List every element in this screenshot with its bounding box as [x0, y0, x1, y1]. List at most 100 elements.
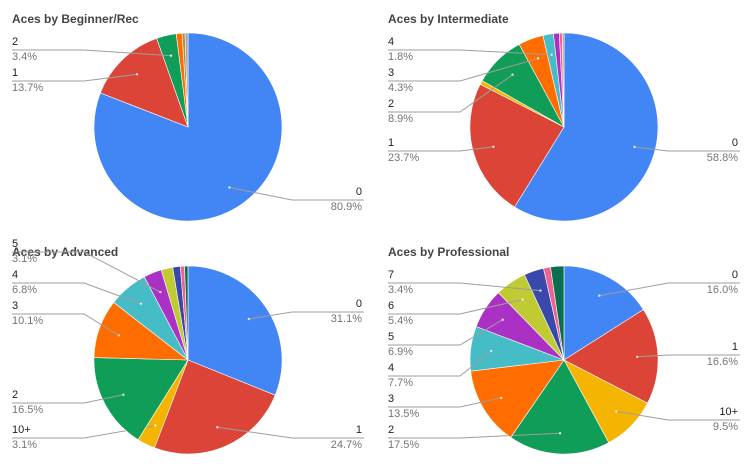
slice-label-name: 1	[356, 424, 362, 436]
slice-label-percent: 17.5%	[388, 439, 419, 451]
label-anchor-dot	[598, 294, 601, 297]
slice-label-percent: 1.8%	[388, 51, 413, 63]
label-anchor-dot	[117, 334, 121, 337]
slice-label-percent: 3.1%	[12, 439, 37, 451]
slice-label-name: 5	[388, 331, 394, 343]
slice-label-name: 1	[732, 341, 738, 353]
slice-label-name: 6	[388, 300, 394, 312]
label-leader-line	[599, 282, 740, 297]
label-anchor-dot	[500, 396, 503, 400]
label-leader-line	[12, 394, 124, 404]
slice-label-name: 10+	[12, 424, 31, 436]
slice-label-percent: 6.8%	[12, 284, 37, 296]
slice-label-percent: 10.1%	[12, 315, 43, 327]
pie-slice-0	[514, 32, 659, 222]
label-leader-line	[12, 49, 172, 57]
slice-label-name: 2	[12, 389, 18, 401]
label-anchor-dot	[539, 289, 542, 292]
pie-slice-0	[563, 265, 644, 361]
label-anchor-dot	[511, 73, 514, 76]
label-leader-line	[388, 350, 492, 377]
pie-slice-2	[93, 357, 189, 441]
label-leader-line	[388, 57, 539, 82]
slice-label-percent: 6.9%	[388, 346, 413, 358]
slice-label-percent: 16.0%	[707, 284, 738, 296]
slice-label-percent: 7.7%	[388, 377, 413, 389]
slice-label-name: 4	[12, 269, 18, 281]
pie-slice-0	[187, 265, 283, 396]
slice-label-percent: 13.7%	[12, 82, 43, 94]
slice-label-name: 3	[388, 393, 394, 405]
pie-chart-1: Aces by Beginner/Rec 0 80.9% 1 13.7% 2 3.4%	[12, 12, 364, 222]
slice-label-percent: 4.3%	[388, 82, 413, 94]
label-leader-line	[388, 146, 494, 152]
slice-label-percent: 5.4%	[388, 315, 413, 327]
pie-slice-5	[184, 32, 189, 128]
label-leader-line	[616, 410, 740, 421]
slice-label-name: 10+	[719, 406, 738, 418]
slice-label-percent: 16.6%	[707, 356, 738, 368]
pie-slice-7	[561, 32, 565, 128]
label-leader-line	[12, 282, 142, 305]
label-anchor-dot	[558, 432, 562, 435]
slice-label-percent: 16.5%	[12, 404, 43, 416]
slice-label-percent: 24.7%	[331, 439, 362, 451]
label-anchor-dot	[615, 410, 618, 413]
label-leader-line	[12, 313, 120, 336]
label-leader-line	[388, 299, 523, 315]
label-leader-line	[388, 74, 513, 113]
pie-slice-1	[154, 359, 276, 455]
pie-slice-1	[469, 83, 565, 208]
slice-label-name: 3	[388, 67, 394, 79]
pie-slice-9	[550, 265, 565, 361]
chart-title: Aces by Professional	[388, 245, 509, 259]
pie-chart-3: Aces by Advanced031.1%124.7%10+3.1%216.5…	[12, 238, 364, 455]
slice-label-name: 7	[388, 269, 394, 281]
pie-chart-4: Aces by Professional 0 16.0% 1 16.6% 10+ 9.5% 2…	[388, 245, 740, 455]
label-anchor-dot	[490, 349, 493, 353]
label-leader-line	[388, 397, 502, 408]
slice-label-name: 0	[356, 298, 362, 310]
slice-label-percent: 23.7%	[388, 152, 419, 164]
slice-label-percent: 80.9%	[331, 201, 362, 213]
pie-slice-2	[510, 359, 610, 455]
pie-slice-1	[100, 38, 189, 128]
label-anchor-dot	[139, 302, 143, 305]
label-leader-line	[248, 311, 364, 320]
slice-label-percent: 3.4%	[388, 284, 413, 296]
label-anchor-dot	[135, 73, 139, 76]
label-leader-line	[388, 49, 552, 56]
slice-label-name: 4	[388, 36, 394, 48]
label-leader-line	[388, 319, 503, 346]
chart-title: Aces by Intermediate	[388, 12, 509, 26]
slice-label-percent: 8.9%	[388, 113, 413, 125]
label-leader-line	[634, 146, 740, 152]
slice-label-name: 3	[12, 300, 18, 312]
label-leader-line	[229, 187, 364, 201]
slice-label-percent: 3.1%	[12, 253, 37, 265]
label-leader-line	[217, 426, 364, 439]
label-anchor-dot	[536, 57, 540, 60]
label-leader-line	[637, 354, 740, 358]
slice-label-name: 2	[388, 98, 394, 110]
label-anchor-dot	[636, 355, 639, 358]
slice-label-name: 0	[732, 269, 738, 281]
chart-title: Aces by Beginner/Rec	[12, 12, 139, 26]
slice-label-name: 2	[12, 36, 18, 48]
slice-label-percent: 13.5%	[388, 408, 419, 420]
slice-label-name: 1	[12, 67, 18, 79]
label-anchor-dot	[122, 393, 125, 396]
label-leader-line	[12, 251, 161, 293]
label-anchor-dot	[633, 145, 636, 149]
slice-label-name: 0	[732, 137, 738, 149]
label-anchor-dot	[159, 290, 162, 294]
slice-label-name: 1	[388, 137, 394, 149]
slice-label-percent: 3.4%	[12, 51, 37, 63]
label-anchor-dot	[521, 298, 524, 301]
slice-label-percent: 31.1%	[331, 313, 362, 325]
slice-label-percent: 9.5%	[713, 421, 738, 433]
pie-chart-2: Aces by Intermediate 0 58.8% 1 23.7% 2 8.9% 3 4.…	[388, 12, 740, 222]
label-anchor-dot	[492, 145, 495, 148]
label-anchor-dot	[216, 426, 219, 429]
